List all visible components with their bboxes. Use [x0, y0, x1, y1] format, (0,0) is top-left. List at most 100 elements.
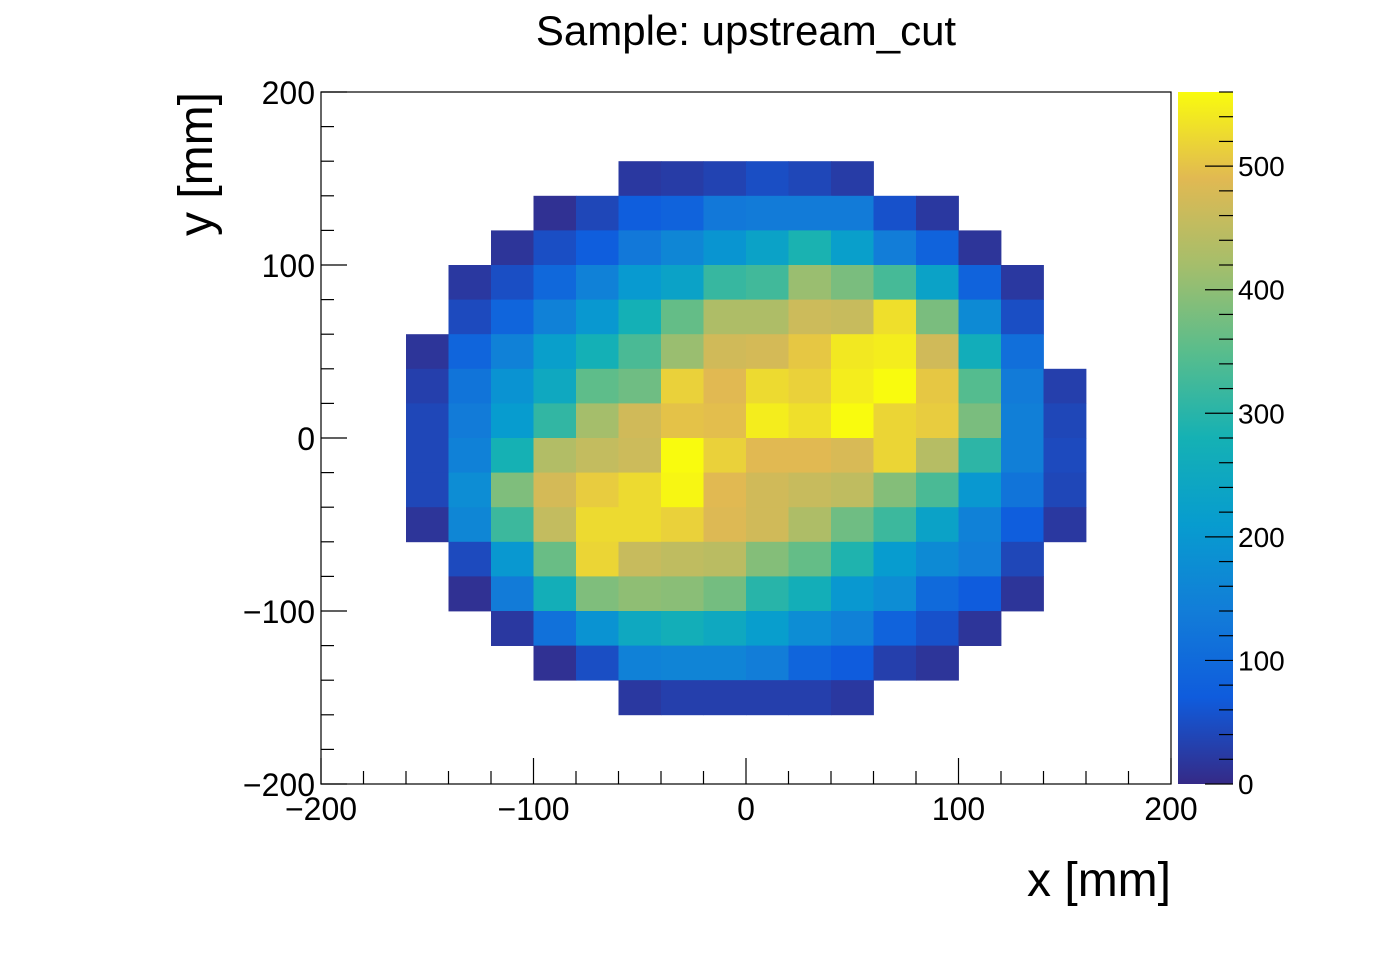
heatmap-bin: [661, 611, 704, 646]
heatmap-bin: [916, 403, 959, 439]
x-tick-label: −100: [497, 791, 569, 827]
heatmap-bin: [1043, 507, 1087, 543]
colorbar-tick-label: 300: [1238, 398, 1285, 429]
heatmap-bin: [831, 472, 874, 508]
heatmap-bin: [576, 368, 619, 404]
heatmap-bin: [746, 645, 789, 681]
heatmap-bin: [406, 438, 449, 473]
y-tick-label: 100: [262, 248, 315, 284]
heatmap-bin: [788, 576, 832, 612]
heatmap-bin: [916, 438, 959, 473]
heatmap-bin: [1001, 541, 1044, 577]
heatmap-bin: [703, 403, 747, 439]
heatmap-bin: [1001, 472, 1044, 508]
heatmap-bin: [576, 334, 619, 370]
heatmap-bin: [576, 195, 619, 231]
heatmap-bin: [788, 611, 832, 646]
heatmap-bin: [491, 576, 534, 612]
colorbar-tick-label: 200: [1238, 522, 1285, 553]
heatmap-bin: [618, 680, 662, 716]
heatmap-bin: [618, 334, 662, 370]
heatmap-bin: [491, 230, 534, 266]
y-tick-label: 0: [297, 421, 315, 457]
heatmap-bin: [576, 541, 619, 577]
heatmap-bin: [916, 472, 959, 508]
y-axis-ticks: −200 −100 0 100 200: [243, 75, 347, 803]
heatmap-bin: [661, 645, 704, 681]
heatmap-bin: [831, 299, 874, 335]
heatmap-bin: [703, 507, 747, 543]
heatmap-bin: [576, 472, 619, 508]
heatmap-bin: [916, 611, 959, 646]
heatmap-bin: [873, 611, 917, 646]
heatmap-bin: [788, 472, 832, 508]
heatmap-bin: [788, 230, 832, 266]
heatmap-bin: [958, 230, 1002, 266]
x-tick-label: 200: [1144, 791, 1197, 827]
heatmap-bin: [618, 541, 662, 577]
heatmap-bin: [576, 299, 619, 335]
heatmap-bin: [533, 438, 577, 473]
colorbar-tick-label: 500: [1238, 151, 1285, 182]
heatmap-bin: [746, 230, 789, 266]
heatmap-bin: [1001, 299, 1044, 335]
heatmap-bin: [618, 611, 662, 646]
heatmap-bin: [406, 368, 449, 404]
heatmap-bin: [1043, 472, 1087, 508]
heatmap-bin: [703, 334, 747, 370]
heatmap-bin: [661, 403, 704, 439]
heatmap-bin: [831, 403, 874, 439]
heatmap-bin: [1043, 368, 1087, 404]
heatmap-bin: [746, 195, 789, 231]
heatmap-bin: [576, 438, 619, 473]
heatmap-bin: [958, 611, 1002, 646]
heatmap-bin: [703, 195, 747, 231]
heatmap-bin: [958, 334, 1002, 370]
heatmap-bin: [788, 265, 832, 300]
heatmap-bin: [1001, 334, 1044, 370]
heatmap-bin: [406, 507, 449, 543]
heatmap-bin: [916, 299, 959, 335]
heatmap-bin: [746, 368, 789, 404]
colorbar-tick-label: 400: [1238, 275, 1285, 306]
heatmap-bin: [873, 265, 917, 300]
heatmap-bin: [831, 368, 874, 404]
heatmap-bin: [491, 507, 534, 543]
heatmap-bin: [533, 368, 577, 404]
heatmap-bin: [746, 299, 789, 335]
heatmap-bin: [958, 507, 1002, 543]
heatmap-bin: [533, 195, 577, 231]
heatmap-bin: [533, 403, 577, 439]
heatmap-bin: [491, 472, 534, 508]
y-axis-label: y [mm]: [170, 92, 223, 236]
heatmap-bin: [491, 299, 534, 335]
heatmap-bin: [746, 611, 789, 646]
heatmap-bins: [406, 161, 1087, 716]
heatmap-bin: [1001, 507, 1044, 543]
heatmap-bin: [661, 472, 704, 508]
x-axis-label: x [mm]: [1027, 854, 1171, 907]
heatmap-bin: [661, 265, 704, 300]
heatmap-bin: [788, 299, 832, 335]
heatmap-bin: [746, 541, 789, 577]
heatmap-bin: [831, 645, 874, 681]
heatmap-bin: [873, 541, 917, 577]
heatmap-bin: [448, 265, 492, 300]
heatmap-bin: [916, 576, 959, 612]
x-axis-ticks: −200 −100 0 100 200: [285, 758, 1198, 827]
heatmap-bin: [958, 368, 1002, 404]
heatmap-bin: [533, 611, 577, 646]
heatmap-bin: [873, 299, 917, 335]
heatmap-bin: [661, 368, 704, 404]
heatmap-bin: [576, 507, 619, 543]
heatmap-bin: [958, 299, 1002, 335]
heatmap-bin: [618, 368, 662, 404]
heatmap-bin: [576, 611, 619, 646]
heatmap-bin: [873, 195, 917, 231]
heatmap-bin: [873, 438, 917, 473]
heatmap-bin: [661, 576, 704, 612]
heatmap-bin: [448, 299, 492, 335]
heatmap-bin: [406, 403, 449, 439]
